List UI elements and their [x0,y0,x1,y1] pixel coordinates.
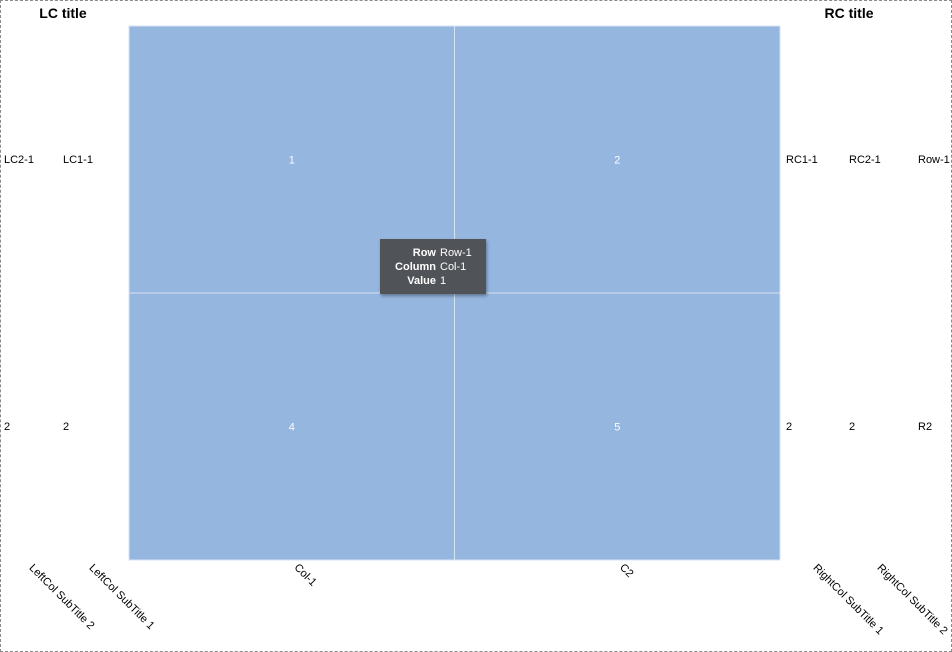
cell-value-label: 4 [289,422,295,434]
cell-value-label: 5 [614,422,620,434]
right-columns-title: RC title [824,5,874,21]
tooltip-row-value: Row-1 [440,247,472,259]
row-label-row-1: Row-1 [918,154,950,166]
right-col-2-cell-row-2: 2 [849,421,856,433]
heatmap-cell-r2-c1[interactable] [128,292,455,561]
tooltip-column-label: Column [395,261,436,273]
left-col-1-cell-row-2: 2 [63,421,70,433]
left-col-2-cell-row-1: LC2-1 [4,154,34,166]
tooltip-value-value: 1 [440,275,447,287]
left-columns-title: LC title [39,5,87,21]
cell-value-label: 2 [614,155,620,167]
left-col-1-cell-row-1: LC1-1 [63,154,93,166]
tooltip-column-line: Column Col-1 [380,260,486,274]
row-label-row-2: R2 [918,421,933,433]
left-col-2-cell-row-2: 2 [4,421,11,433]
cell-value-label: 1 [289,155,295,167]
right-col-2-cell-row-1: RC2-1 [849,154,881,166]
heatmap-cell-r2-c2[interactable] [454,292,781,561]
column-tick-label: Col-1 [292,562,319,589]
tooltip-value-line: Value 1 [380,274,486,288]
tooltip-row-line: Row Row-1 [380,246,486,260]
tooltip-column-value: Col-1 [440,261,467,273]
hover-tooltip: Row Row-1 Column Col-1 Value 1 [380,239,486,294]
tooltip-row-label: Row [412,247,436,259]
right-col-1-cell-row-1: RC1-1 [786,154,818,166]
right-col-1-cell-row-2: 2 [786,421,793,433]
heatmap-cell-r1-c2[interactable] [454,25,781,294]
column-tick-label: C2 [617,562,635,580]
tooltip-value-label: Value [407,275,436,287]
